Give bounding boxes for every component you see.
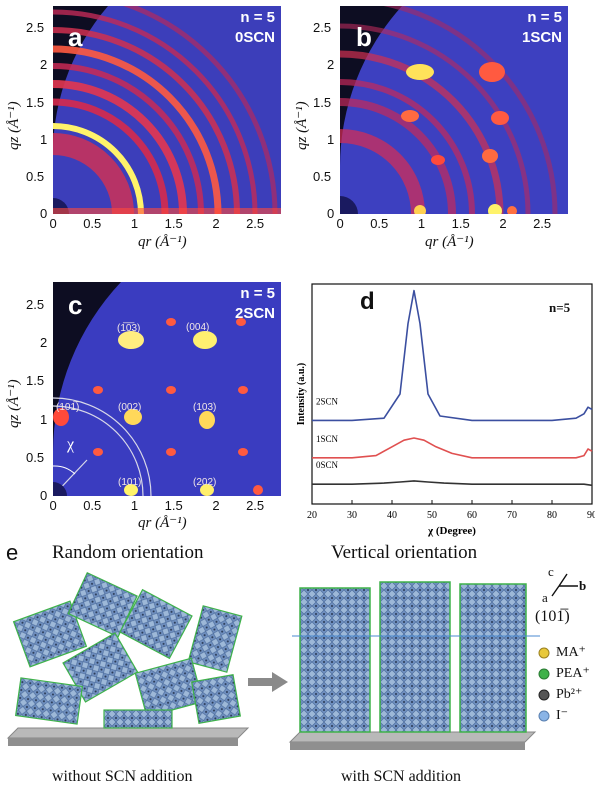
series-label: 0SCN <box>316 460 339 470</box>
panel-letter-e: e <box>6 540 19 565</box>
caption-with-scn: with SCN addition <box>341 768 462 785</box>
x-tick-label: 2 <box>212 216 220 231</box>
y-tick-label: 1.5 <box>26 373 45 389</box>
y-tick-label: 1.5 <box>26 94 45 110</box>
x-tick-label: 2 <box>499 216 507 231</box>
x-tick-label: 40 <box>387 510 397 521</box>
caption-without-scn: without SCN addition <box>52 768 193 785</box>
n-label-b: n = 5 1SCN <box>521 9 562 46</box>
n-label-a: n = 5 0SCN <box>234 9 275 46</box>
y-tick-label: 0.5 <box>26 168 45 184</box>
legend-label-i: I⁻ <box>556 708 569 723</box>
y-tick-label: 2 <box>40 335 48 351</box>
x-axis-label: χ (Degree) <box>427 525 476 537</box>
x-tick-label: 1.5 <box>451 216 470 231</box>
y-axis-label-a: qz (Å⁻¹) <box>6 101 22 150</box>
reflection-label: (101̅) <box>56 402 80 413</box>
reflection-label: (002) <box>118 402 142 413</box>
y-tick-label: 0 <box>40 488 48 503</box>
x-tick-label: 0 <box>336 216 344 231</box>
legend-label-pea: PEA⁺ <box>556 666 590 681</box>
reflection-label: (004) <box>186 322 210 333</box>
x-tick-label: 0.5 <box>83 216 102 231</box>
reflection-label: (1̅0̅3) <box>117 323 141 334</box>
panel-letter-b: b <box>356 22 372 52</box>
x-tick-label: 50 <box>427 510 437 521</box>
y-axis-label-c: qz (Å⁻¹) <box>6 379 22 428</box>
x-tick-label: 60 <box>467 510 477 521</box>
axis-label-c: c <box>548 564 554 579</box>
x-tick-label: 0 <box>49 498 57 513</box>
x-tick-label: 1.5 <box>164 498 183 513</box>
x-tick-label: 0.5 <box>370 216 389 231</box>
x-tick-label: 1.5 <box>164 216 183 231</box>
x-tick-label: 80 <box>547 510 557 521</box>
legend-label-pb: Pb²⁺ <box>556 687 583 702</box>
x-tick-label: 2.5 <box>246 216 265 231</box>
reflection-label: (202) <box>193 477 217 488</box>
giwaxs-map-a <box>53 6 281 214</box>
x-axis-label-a: qr (Å⁻¹) <box>138 234 187 250</box>
y-tick-label: 0 <box>327 206 335 221</box>
axis-label-b: b <box>579 578 587 593</box>
x-tick-label: 0 <box>49 216 57 231</box>
random-orientation-title: Random orientation <box>52 542 204 563</box>
x-axis-label-b: qr (Å⁻¹) <box>425 234 474 250</box>
chi-intensity-chart: 20 30 40 50 60 70 80 90 χ (Degree) Intensity (a.u… <box>296 283 595 537</box>
reflection-label: (101) <box>118 477 142 488</box>
y-tick-label: 1 <box>40 131 48 147</box>
x-axis-label-c: qr (Å⁻¹) <box>138 515 187 531</box>
x-tick-label: 1 <box>130 498 139 513</box>
series-label: 2SCN <box>316 396 339 406</box>
x-tick-label: 1 <box>417 216 426 231</box>
reflection-label: (103) <box>193 402 217 413</box>
y-tick-label: 1 <box>40 411 48 427</box>
series-line-1scn <box>312 437 593 459</box>
y-tick-label: 0 <box>40 206 48 221</box>
y-tick-label: 0.5 <box>26 449 45 465</box>
giwaxs-map-c <box>53 282 281 496</box>
axis-label-a: a <box>542 590 548 605</box>
x-tick-label: 30 <box>347 510 357 521</box>
x-tick-label: 90 <box>587 510 595 521</box>
x-tick-label: 2.5 <box>246 498 265 513</box>
legend-label-ma: MA⁺ <box>556 645 586 660</box>
panel-letter-a: a <box>68 22 83 52</box>
y-tick-label: 2 <box>327 57 335 73</box>
y-tick-label: 0.5 <box>313 168 332 184</box>
series-line-0scn <box>312 480 593 487</box>
giwaxs-map-b <box>340 6 568 214</box>
series-line-2scn <box>312 289 593 422</box>
n-label-c: n = 5 2SCN <box>234 285 275 322</box>
chi-label: χ <box>67 436 75 453</box>
panel-letter-d: d <box>360 288 375 315</box>
x-tick-label: 0.5 <box>83 498 102 513</box>
series-label: 1SCN <box>316 434 339 444</box>
x-tick-label: 70 <box>507 510 517 521</box>
y-tick-label: 1 <box>327 131 335 147</box>
x-tick-label: 20 <box>307 510 317 521</box>
y-axis-label: Intensity (a.u.) <box>296 363 307 426</box>
y-tick-label: 2.5 <box>26 20 45 36</box>
y-tick-label: 2.5 <box>313 20 332 36</box>
panel-letter-c: c <box>68 290 83 320</box>
x-tick-label: 2 <box>212 498 220 513</box>
crystal-orientation-illustration <box>6 571 578 750</box>
y-tick-label: 2 <box>40 57 48 73</box>
y-tick-label: 1.5 <box>313 94 332 110</box>
vertical-orientation-title: Vertical orientation <box>331 542 478 563</box>
plot-frame <box>311 283 593 505</box>
y-tick-label: 2.5 <box>26 296 45 312</box>
y-axis-label-b: qz (Å⁻¹) <box>294 101 310 150</box>
x-tick-label: 2.5 <box>533 216 552 231</box>
chart-annotation: n=5 <box>549 300 571 315</box>
x-tick-label: 1 <box>130 216 139 231</box>
plane-label: (101̅) <box>535 608 570 625</box>
